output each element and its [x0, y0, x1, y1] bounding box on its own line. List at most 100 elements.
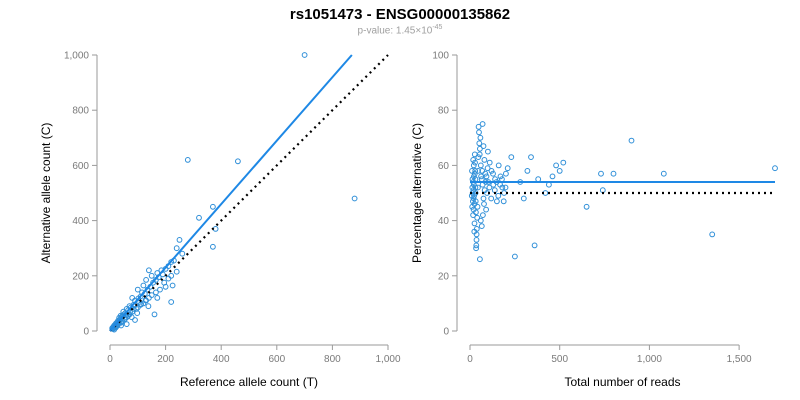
left-data-point: [151, 311, 158, 318]
right-data-point: [628, 137, 635, 144]
right-data-point: [475, 184, 481, 191]
right-data-point: [502, 184, 509, 191]
left-y-tick-label: 0: [83, 327, 89, 338]
left-data-point: [134, 286, 141, 293]
right-data-point: [470, 212, 477, 219]
right-data-point: [490, 170, 496, 177]
right-data-point: [476, 140, 483, 147]
right-data-point: [535, 176, 542, 183]
right-data-point: [556, 168, 563, 174]
left-data-point: [235, 158, 241, 165]
left-data-point: [161, 279, 168, 286]
p-value-text: p-value: 1.45×10: [357, 25, 433, 37]
right-data-point: [528, 154, 534, 161]
right-data-point: [481, 187, 488, 194]
left-data-point: [135, 295, 142, 302]
left-data-point: [142, 297, 149, 304]
right-data-point: [479, 181, 486, 188]
left-data-point: [119, 318, 126, 325]
right-data-point: [469, 184, 476, 191]
right-x-tick-label: 0: [467, 354, 473, 365]
right-data-point: [486, 159, 493, 166]
right-data-point: [709, 231, 716, 238]
right-data-point: [479, 168, 486, 174]
right-data-point: [583, 203, 590, 210]
right-data-point: [500, 198, 507, 205]
left-x-tick-label: 0: [107, 354, 113, 365]
right-data-point: [503, 170, 509, 177]
left-data-point: [168, 299, 175, 305]
right-data-point: [501, 190, 508, 196]
right-data-point: [495, 192, 502, 199]
left-data-point: [169, 282, 176, 289]
left-x-tick-label: 1,000: [375, 354, 400, 365]
right-data-point: [471, 173, 477, 180]
left-x-tick-label: 200: [157, 354, 174, 365]
right-y-tick-label: 40: [438, 216, 450, 227]
right-data-point: [488, 195, 495, 202]
right-y-tick-label: 20: [438, 271, 450, 282]
right-y-tick-label: 100: [432, 51, 449, 62]
left-x-tick-label: 800: [324, 354, 341, 365]
right-data-point: [481, 201, 487, 207]
left-fit-line: [109, 54, 353, 332]
right-data-point: [479, 121, 486, 127]
left-data-point: [148, 272, 155, 279]
right-data-point: [520, 195, 527, 202]
right-y-tick-label: 80: [438, 106, 450, 117]
right-data-point: [508, 154, 515, 161]
right-y-axis-title: Percentage alternative (C): [410, 123, 424, 263]
right-data-point: [477, 145, 483, 152]
right-data-point: [478, 223, 485, 230]
right-data-point: [497, 173, 504, 180]
right-data-point: [475, 123, 482, 130]
left-data-point: [168, 272, 175, 279]
left-data-point: [140, 282, 147, 289]
left-data-point: [351, 195, 358, 202]
right-data-point: [491, 187, 498, 194]
left-data-point: [179, 250, 186, 257]
right-data-point: [472, 168, 479, 174]
right-y-tick-label: 0: [443, 327, 449, 338]
right-data-point: [484, 165, 491, 172]
left-y-axis-title: Alternative allele count (C): [39, 123, 53, 264]
left-data-point: [157, 286, 163, 293]
right-data-point: [481, 157, 488, 163]
left-data-point: [168, 259, 175, 265]
right-data-point: [512, 253, 518, 260]
right-data-point: [546, 181, 552, 188]
left-y-tick-label: 200: [72, 271, 89, 282]
right-data-point: [471, 220, 478, 227]
left-x-tick-label: 600: [268, 354, 285, 365]
left-data-point: [210, 243, 216, 250]
left-data-point: [153, 289, 159, 296]
left-y-tick-label: 800: [72, 106, 89, 117]
chart-title: rs1051473 - ENSG00000135862: [289, 6, 511, 23]
right-data-point: [477, 256, 483, 263]
right-x-tick-label: 500: [551, 354, 568, 365]
left-data-point: [301, 52, 308, 58]
right-x-axis-title: Total number of reads: [564, 375, 680, 389]
right-x-tick-label: 1,000: [637, 354, 662, 365]
left-data-point: [173, 268, 180, 275]
left-reference-line: [109, 54, 389, 332]
left-y-tick-label: 400: [72, 216, 89, 227]
right-data-point: [480, 195, 487, 202]
left-data-point: [196, 214, 202, 221]
right-data-point: [504, 165, 511, 172]
right-data-point: [478, 173, 485, 180]
right-data-point: [495, 162, 502, 169]
right-x-tick-label: 1,500: [727, 354, 752, 365]
right-y-tick-label: 60: [438, 161, 450, 172]
p-value-subtitle: p-value: 1.45×10-45: [0, 24, 800, 36]
right-data-point: [475, 168, 482, 174]
right-data-point: [488, 168, 495, 174]
left-data-point: [143, 277, 150, 283]
right-data-point: [598, 170, 604, 177]
right-data-point: [470, 198, 476, 205]
right-data-point: [549, 173, 556, 180]
left-x-tick-label: 400: [213, 354, 230, 365]
left-data-point: [154, 295, 161, 301]
